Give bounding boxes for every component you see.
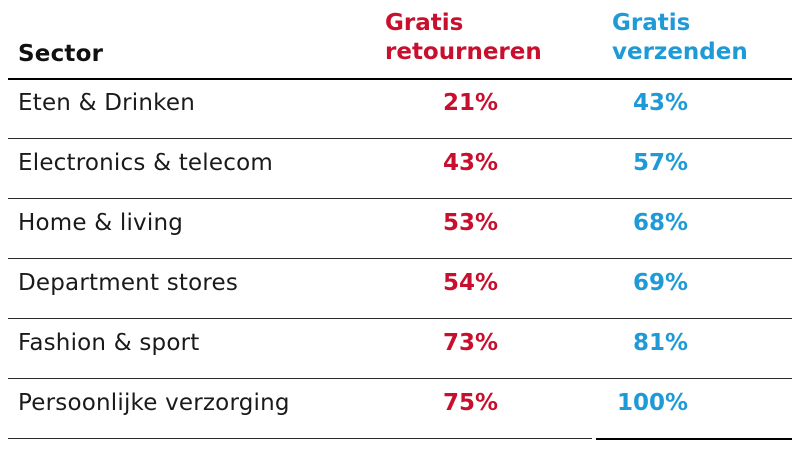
header-shipping-line1: Gratis [612, 10, 691, 36]
table-row: Eten & Drinken 21% 43% [0, 80, 800, 139]
row-returns-value: 21% [442, 90, 498, 116]
header-returns-line2: retourneren [385, 39, 542, 65]
row-sector: Department stores [18, 270, 239, 296]
header-returns: Gratis retourneren [385, 9, 542, 67]
row-shipping-value: 68% [632, 210, 688, 236]
row-sector: Home & living [18, 210, 184, 236]
row-sector: Eten & Drinken [18, 90, 195, 116]
row-shipping-value: 43% [632, 90, 688, 116]
row-shipping-value: 100% [616, 390, 688, 416]
header-sector: Sector [18, 41, 104, 67]
table-row: Department stores 54% 69% [0, 260, 800, 319]
header-shipping: Gratis verzenden [612, 9, 748, 67]
row-returns-value: 73% [442, 330, 498, 356]
row-shipping-value: 81% [632, 330, 688, 356]
row-sector: Fashion & sport [18, 330, 200, 356]
row-divider [8, 318, 792, 319]
row-sector: Electronics & telecom [18, 150, 273, 176]
row-divider [8, 258, 792, 259]
table-row: Electronics & telecom 43% 57% [0, 140, 800, 199]
row-divider [8, 198, 792, 199]
bottom-rule-right [596, 438, 792, 440]
row-returns-value: 53% [442, 210, 498, 236]
row-returns-value: 43% [442, 150, 498, 176]
row-shipping-value: 57% [632, 150, 688, 176]
table-row: Fashion & sport 73% 81% [0, 320, 800, 379]
row-sector: Persoonlijke verzorging [18, 390, 290, 416]
table-row: Persoonlijke verzorging 75% 100% [0, 380, 800, 439]
row-returns-value: 75% [442, 390, 498, 416]
table-row: Home & living 53% 68% [0, 200, 800, 259]
bottom-rule-left [8, 438, 592, 439]
header-shipping-line2: verzenden [612, 39, 748, 65]
row-returns-value: 54% [442, 270, 498, 296]
header-rule [8, 78, 792, 80]
row-shipping-value: 69% [632, 270, 688, 296]
table-header: Sector Gratis retourneren Gratis verzend… [0, 0, 800, 80]
row-divider [8, 138, 792, 139]
header-returns-line1: Gratis [385, 10, 464, 36]
row-divider [8, 378, 792, 379]
